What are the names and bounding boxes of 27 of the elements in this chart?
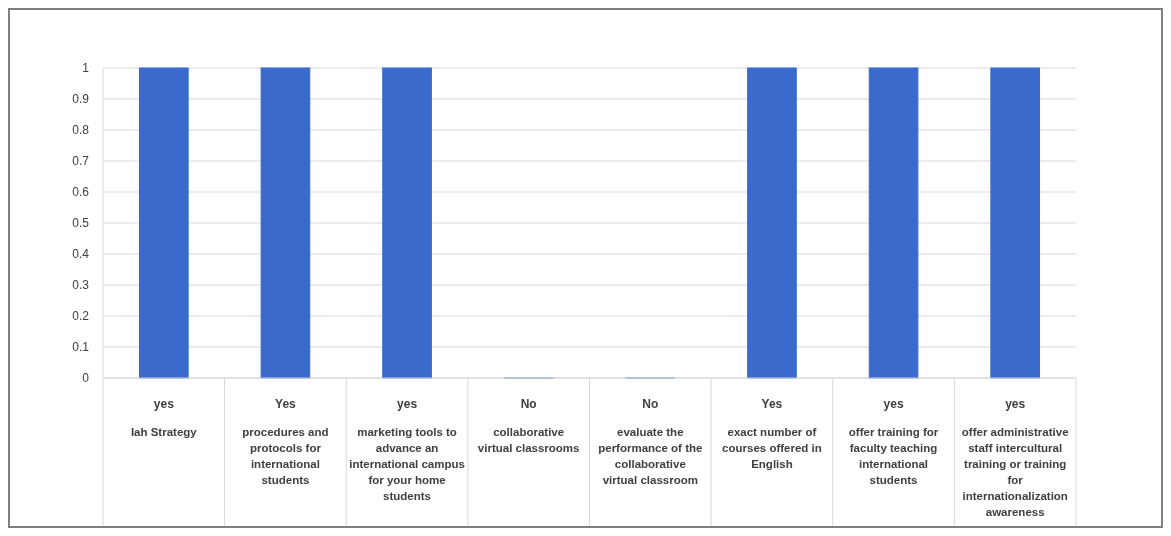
data-label: yes [1005, 397, 1026, 411]
y-tick-label: 0.7 [72, 154, 90, 169]
x-tick-label: collaborative virtual classrooms [477, 426, 580, 454]
y-tick-label: 0.6 [72, 185, 90, 200]
data-label: yes [153, 397, 175, 411]
data-label: yes [883, 397, 904, 411]
y-tick-label: 0.9 [72, 92, 90, 107]
x-tick-label: offer administrative staff intercultural training or training for internationalization awareness [961, 426, 1069, 518]
x-tick-label: marketing tools to advance an international campus for your home students [349, 426, 465, 502]
y-tick-label: 0.4 [72, 247, 90, 262]
x-tick-label: evaluate the performance of the collaborative virtual classroom [598, 426, 703, 486]
x-tick-label: offer training for faculty teaching international students [848, 426, 939, 486]
data-label: No [520, 397, 537, 411]
y-tick-label: 0.2 [72, 309, 90, 324]
y-tick-label: 0.3 [72, 278, 90, 293]
data-label: Yes [761, 397, 783, 411]
y-tick-label: 0.1 [72, 340, 90, 355]
y-tick-label: 0.5 [72, 216, 90, 231]
data-label: Yes [275, 397, 297, 411]
data-label: No [642, 397, 659, 411]
x-tick-label: exact number of courses offered in English [722, 426, 822, 470]
y-tick-label: 0 [82, 371, 90, 386]
y-tick-label: 0.8 [72, 123, 90, 138]
x-tick-label: Iah Strategy [130, 426, 198, 438]
x-tick-label: procedures and protocols for international students [242, 426, 329, 486]
data-label: yes [397, 397, 418, 411]
y-tick-label: 1 [82, 61, 90, 76]
